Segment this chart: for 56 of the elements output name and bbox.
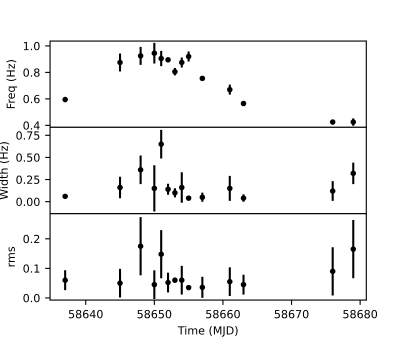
y-tick-label: 0.2 xyxy=(23,234,40,244)
y-tick-label: 0.4 xyxy=(23,121,40,130)
y-tick-label: 0.1 xyxy=(23,264,40,273)
point xyxy=(186,54,192,60)
point xyxy=(62,96,68,102)
point xyxy=(330,188,336,194)
point xyxy=(62,277,68,283)
point xyxy=(240,100,246,106)
point xyxy=(152,50,158,56)
point xyxy=(227,186,233,192)
y-tick-label: 0.50 xyxy=(16,153,40,162)
point xyxy=(350,246,356,252)
point xyxy=(117,184,123,190)
y-tick-label: 0.75 xyxy=(16,131,40,140)
point xyxy=(165,186,171,192)
point xyxy=(117,60,123,66)
point xyxy=(240,282,246,288)
point xyxy=(200,76,206,82)
point xyxy=(165,280,171,286)
x-tick-label: 58650 xyxy=(138,310,172,318)
x-tick-label: 58640 xyxy=(68,310,103,318)
point xyxy=(117,280,123,286)
point xyxy=(172,277,178,283)
point xyxy=(178,184,185,190)
y-tick-label: 0.25 xyxy=(16,176,40,184)
point xyxy=(152,186,158,192)
y-tick-label: 0.00 xyxy=(16,198,40,206)
point xyxy=(227,86,233,92)
point xyxy=(165,57,171,63)
point xyxy=(62,194,68,200)
point xyxy=(138,53,144,59)
point xyxy=(186,195,192,201)
y-axis-title: rms xyxy=(8,246,15,266)
point xyxy=(178,60,185,66)
x-tick-label: 58670 xyxy=(274,310,308,318)
y-axis-title: Freq (Hz) xyxy=(6,60,18,108)
point xyxy=(178,277,185,283)
point xyxy=(227,278,233,284)
point xyxy=(158,251,164,257)
x-tick-label: 58660 xyxy=(206,310,240,318)
y-tick-label: 0.8 xyxy=(23,68,40,77)
point xyxy=(138,167,144,173)
point xyxy=(138,243,144,249)
y-tick-label: 0.0 xyxy=(23,294,40,302)
point xyxy=(350,170,356,176)
point xyxy=(330,268,336,274)
point xyxy=(186,284,192,290)
x-axis-title: Time (MJD) xyxy=(178,326,238,337)
y-tick-label: 0.6 xyxy=(23,94,40,104)
point xyxy=(158,56,164,62)
point xyxy=(200,284,206,290)
point xyxy=(158,141,164,147)
x-tick-label: 58680 xyxy=(343,310,378,318)
point xyxy=(330,119,336,125)
y-tick-label: 1.0 xyxy=(24,42,40,50)
point xyxy=(152,282,158,288)
